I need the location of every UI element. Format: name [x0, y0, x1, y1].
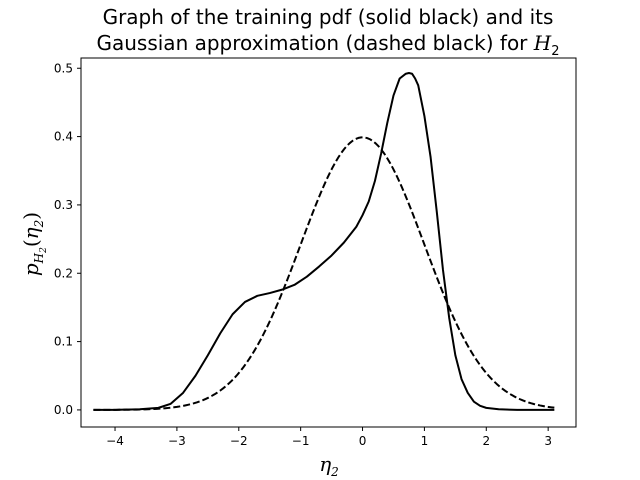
x-tick-label: 2: [482, 434, 490, 448]
series-layer: [93, 72, 555, 411]
plot-area: −4 −3 −2 −1 0 1 2 3 0.0 0.1 0.2 0.3 0.4 0.5: [54, 57, 577, 448]
plot-frame: [80, 57, 577, 428]
gaussian-approximation-line: [93, 136, 555, 411]
y-axis-label: pH2(η2): [19, 212, 49, 276]
svg-text:pH2(η2): pH2(η2): [19, 212, 49, 276]
x-tick-label: 0: [359, 434, 367, 448]
x-tick-label: −1: [292, 434, 310, 448]
x-ticks: −4 −3 −2 −1 0 1 2 3: [106, 427, 552, 448]
y-tick-label: 0.1: [54, 335, 73, 349]
x-axis-label: η2: [319, 452, 339, 479]
chart-title-line2: Gaussian approximation (dashed black) fo…: [96, 31, 559, 59]
y-tick-label: 0.2: [54, 266, 73, 280]
x-tick-label: 1: [421, 434, 429, 448]
y-tick-label: 0.4: [54, 130, 73, 144]
x-tick-label: −4: [106, 434, 124, 448]
x-tick-label: −3: [168, 434, 186, 448]
chart-title-line1: Graph of the training pdf (solid black) …: [103, 5, 554, 29]
y-tick-label: 0.3: [54, 198, 73, 212]
training-pdf-line: [93, 72, 555, 411]
y-tick-label: 0.0: [54, 403, 73, 417]
x-tick-label: −2: [230, 434, 248, 448]
y-tick-label: 0.5: [54, 61, 73, 75]
y-ticks: 0.0 0.1 0.2 0.3 0.4 0.5: [54, 61, 81, 417]
x-tick-label: 3: [544, 434, 552, 448]
